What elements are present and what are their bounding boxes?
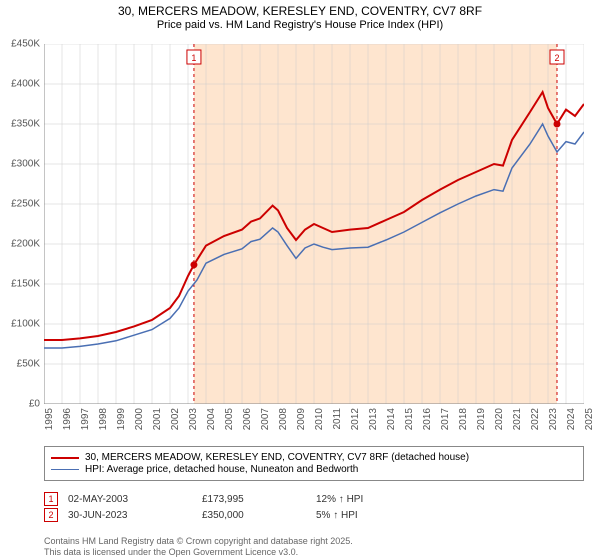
x-tick-label: 2024 <box>566 408 577 430</box>
title-address: 30, MERCERS MEADOW, KERESLEY END, COVENT… <box>0 4 600 18</box>
x-tick-label: 2021 <box>512 408 523 430</box>
x-tick-label: 2020 <box>494 408 505 430</box>
title-block: 30, MERCERS MEADOW, KERESLEY END, COVENT… <box>0 0 600 31</box>
x-tick-label: 1996 <box>62 408 73 430</box>
x-tick-label: 2004 <box>206 408 217 430</box>
sale-delta: 12% ↑ HPI <box>316 494 363 505</box>
x-tick-label: 1998 <box>98 408 109 430</box>
y-tick-label: £150K <box>11 279 40 290</box>
x-tick-label: 2017 <box>440 408 451 430</box>
x-tick-label: 2005 <box>224 408 235 430</box>
x-tick-label: 2023 <box>548 408 559 430</box>
x-tick-label: 2018 <box>458 408 469 430</box>
x-tick-label: 2000 <box>134 408 145 430</box>
x-tick-label: 2002 <box>170 408 181 430</box>
y-tick-label: £250K <box>11 199 40 210</box>
sale-row: 2 30-JUN-2023 £350,000 5% ↑ HPI <box>44 508 584 522</box>
sale-marker: 2 <box>44 508 58 522</box>
sale-date: 30-JUN-2023 <box>68 510 178 521</box>
x-tick-label: 2025 <box>584 408 595 430</box>
sale-row: 1 02-MAY-2003 £173,995 12% ↑ HPI <box>44 492 584 506</box>
x-tick-label: 2013 <box>368 408 379 430</box>
plot-svg: 12 <box>44 44 584 404</box>
x-tick-label: 2011 <box>332 408 343 430</box>
title-subtitle: Price paid vs. HM Land Registry's House … <box>0 19 600 31</box>
x-tick-label: 2015 <box>404 408 415 430</box>
y-tick-label: £300K <box>11 159 40 170</box>
svg-text:2: 2 <box>554 53 559 63</box>
footer-line1: Contains HM Land Registry data © Crown c… <box>44 536 353 547</box>
x-tick-label: 1995 <box>44 408 55 430</box>
sale-delta: 5% ↑ HPI <box>316 510 358 521</box>
x-tick-label: 2022 <box>530 408 541 430</box>
y-axis-labels: £0£50K£100K£150K£200K£250K£300K£350K£400… <box>0 44 42 404</box>
legend-swatch <box>51 469 79 470</box>
legend-label: HPI: Average price, detached house, Nune… <box>85 464 358 475</box>
x-tick-label: 2016 <box>422 408 433 430</box>
sale-date: 02-MAY-2003 <box>68 494 178 505</box>
y-tick-label: £350K <box>11 119 40 130</box>
chart-area: 12 <box>44 44 584 404</box>
footer-attribution: Contains HM Land Registry data © Crown c… <box>44 536 353 559</box>
x-tick-label: 2003 <box>188 408 199 430</box>
legend-swatch <box>51 457 79 459</box>
y-tick-label: £400K <box>11 79 40 90</box>
y-tick-label: £100K <box>11 319 40 330</box>
x-tick-label: 2001 <box>152 408 163 430</box>
y-tick-label: £450K <box>11 39 40 50</box>
x-tick-label: 2012 <box>350 408 361 430</box>
x-tick-label: 2009 <box>296 408 307 430</box>
x-tick-label: 2014 <box>386 408 397 430</box>
footer-line2: This data is licensed under the Open Gov… <box>44 547 353 558</box>
legend-box: 30, MERCERS MEADOW, KERESLEY END, COVENT… <box>44 446 584 481</box>
sale-marker: 1 <box>44 492 58 506</box>
x-tick-label: 2008 <box>278 408 289 430</box>
y-tick-label: £200K <box>11 239 40 250</box>
legend-row: 30, MERCERS MEADOW, KERESLEY END, COVENT… <box>51 452 577 463</box>
x-tick-label: 1997 <box>80 408 91 430</box>
svg-text:1: 1 <box>191 53 196 63</box>
legend-row: HPI: Average price, detached house, Nune… <box>51 464 577 475</box>
chart-container: 30, MERCERS MEADOW, KERESLEY END, COVENT… <box>0 0 600 560</box>
sales-table: 1 02-MAY-2003 £173,995 12% ↑ HPI 2 30-JUN-202… <box>44 490 584 524</box>
sale-price: £173,995 <box>202 494 292 505</box>
y-tick-label: £50K <box>17 359 40 370</box>
x-axis-labels: 1995 1996 1997 1998 1999 2000 2001 2002 2003 2004… <box>44 406 584 446</box>
x-tick-label: 2007 <box>260 408 271 430</box>
legend-label: 30, MERCERS MEADOW, KERESLEY END, COVENT… <box>85 452 469 463</box>
sale-price: £350,000 <box>202 510 292 521</box>
x-tick-label: 2010 <box>314 408 325 430</box>
x-tick-label: 1999 <box>116 408 127 430</box>
y-tick-label: £0 <box>29 399 40 410</box>
x-tick-label: 2019 <box>476 408 487 430</box>
x-tick-label: 2006 <box>242 408 253 430</box>
